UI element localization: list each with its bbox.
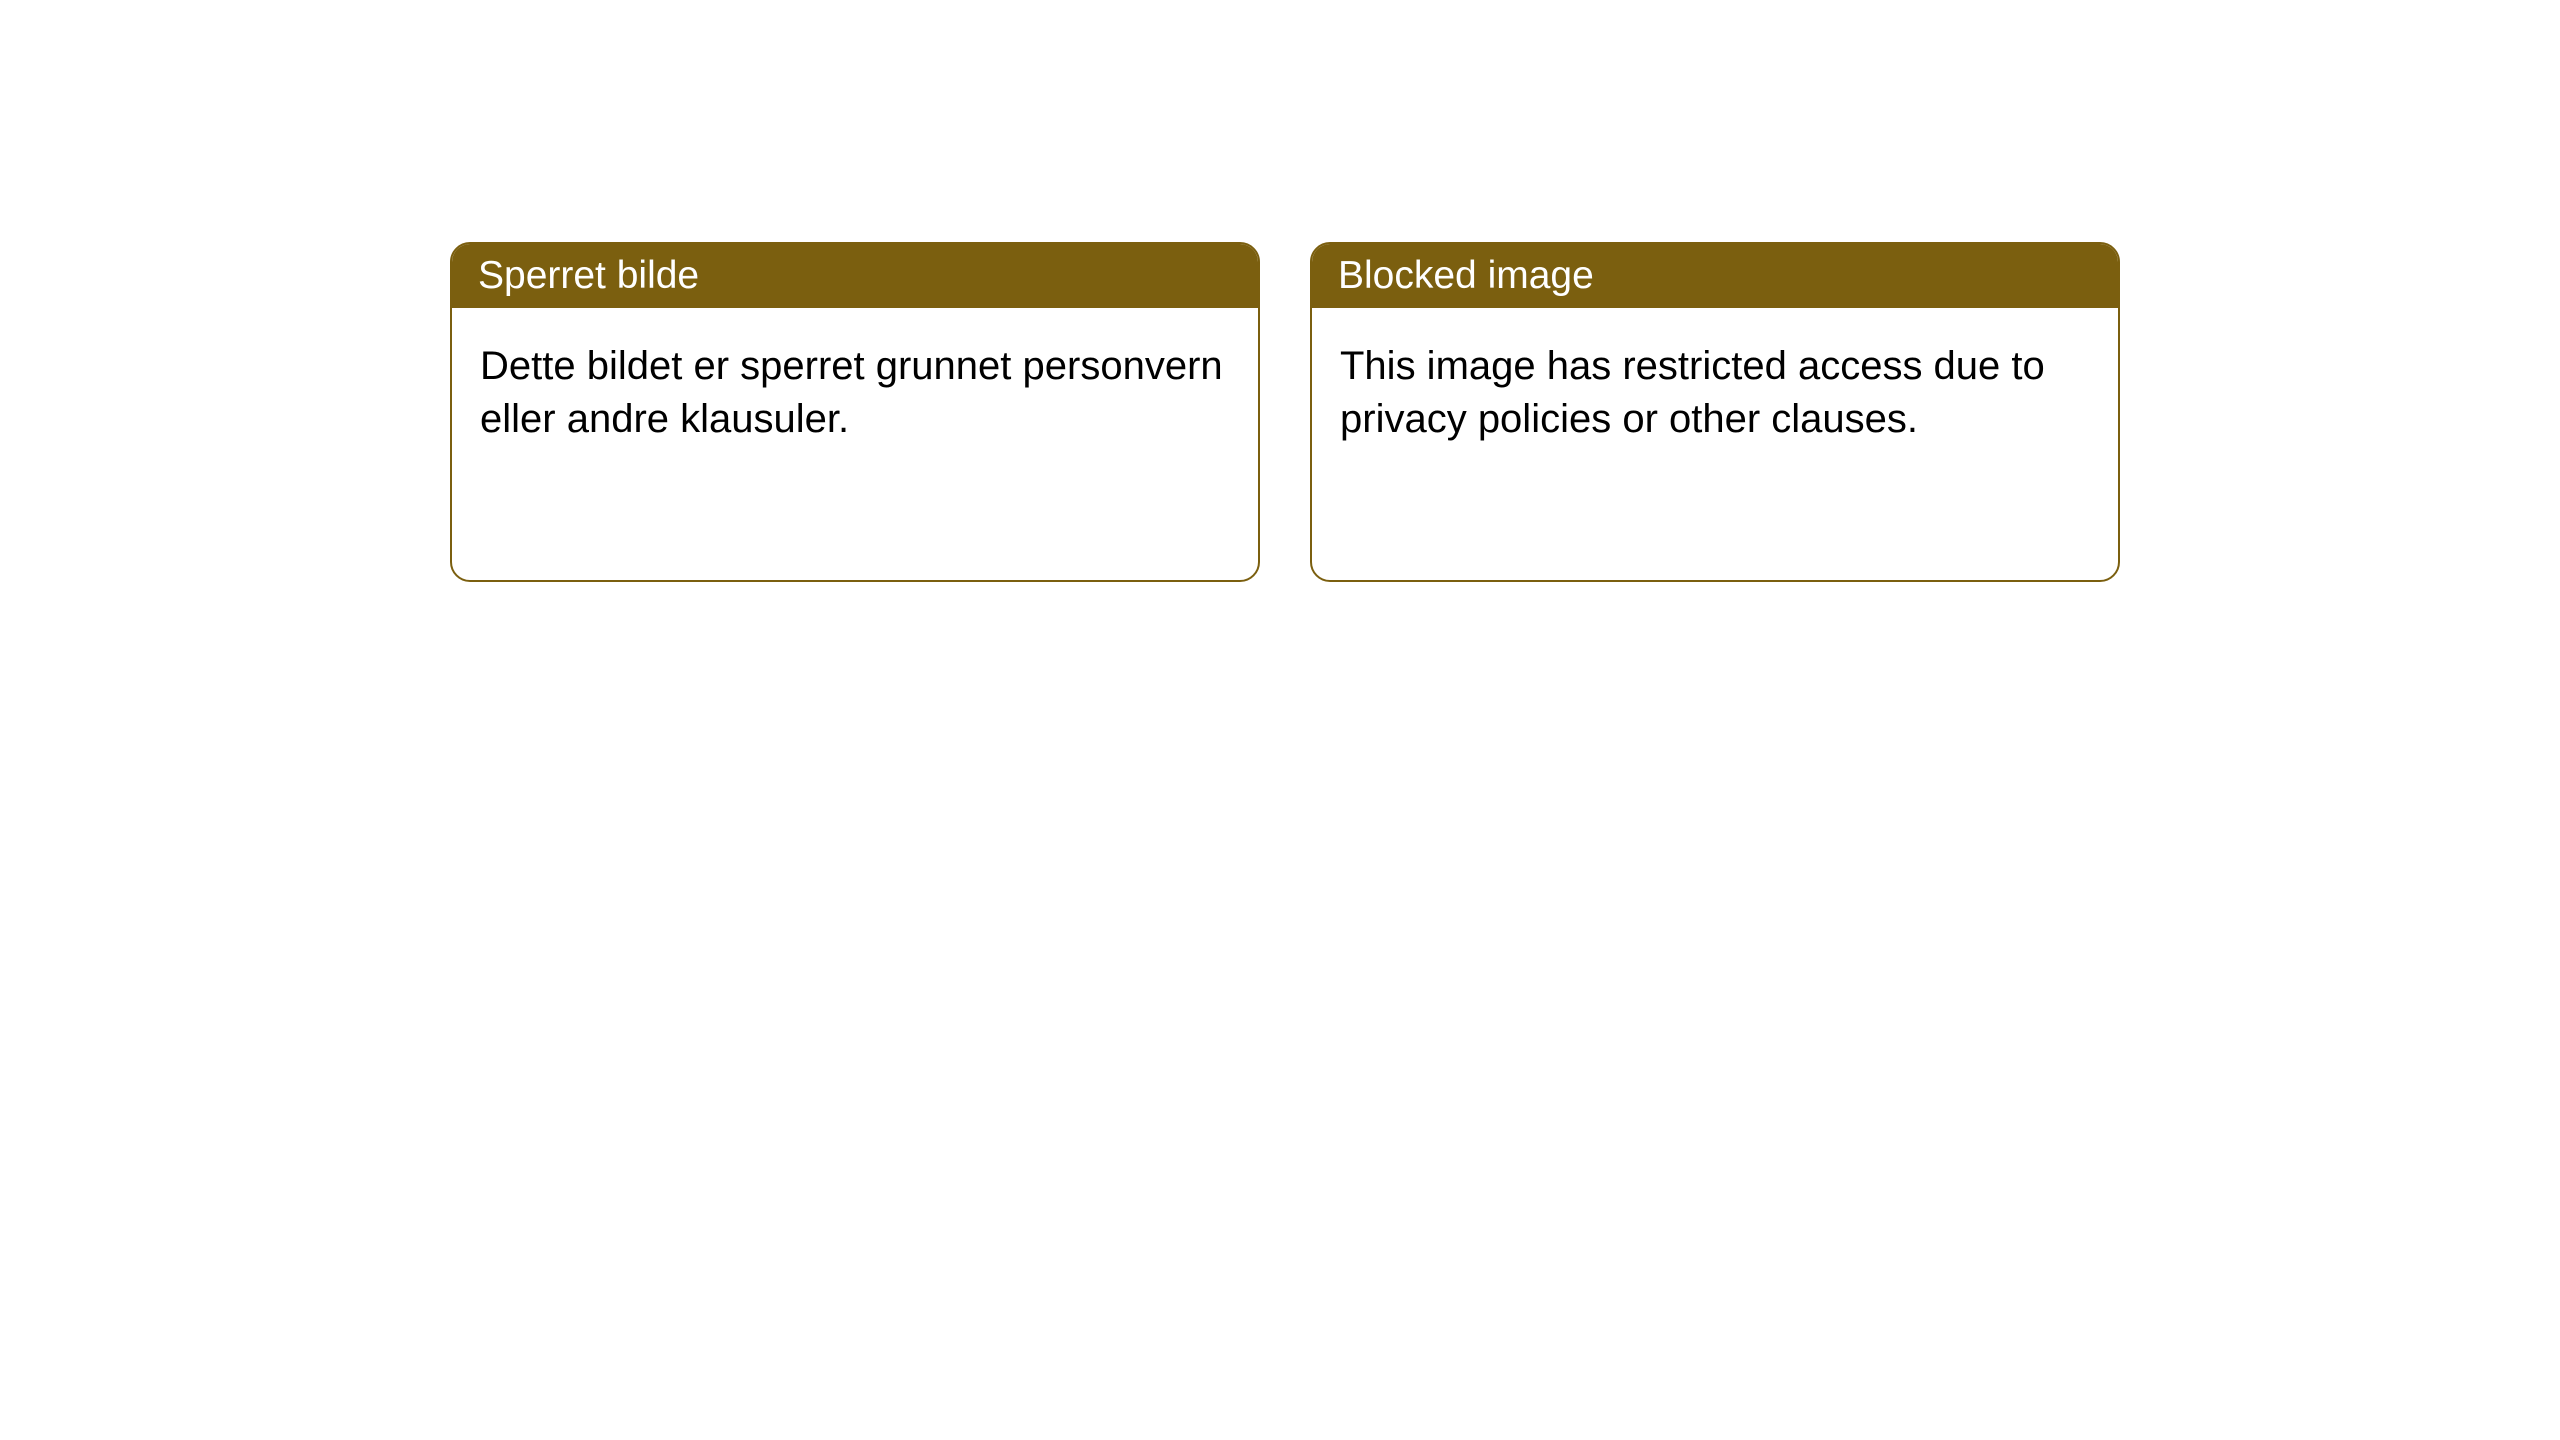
notice-card-english: Blocked image This image has restricted … [1310,242,2120,582]
notice-card-text: This image has restricted access due to … [1340,344,2045,441]
notice-container: Sperret bilde Dette bildet er sperret gr… [0,0,2560,582]
notice-card-header: Sperret bilde [452,244,1258,308]
notice-card-norwegian: Sperret bilde Dette bildet er sperret gr… [450,242,1260,582]
notice-card-body: This image has restricted access due to … [1312,308,2118,478]
notice-card-body: Dette bildet er sperret grunnet personve… [452,308,1258,478]
notice-card-title: Blocked image [1338,254,1594,297]
notice-card-text: Dette bildet er sperret grunnet personve… [480,344,1223,441]
notice-card-title: Sperret bilde [478,254,699,297]
notice-card-header: Blocked image [1312,244,2118,308]
